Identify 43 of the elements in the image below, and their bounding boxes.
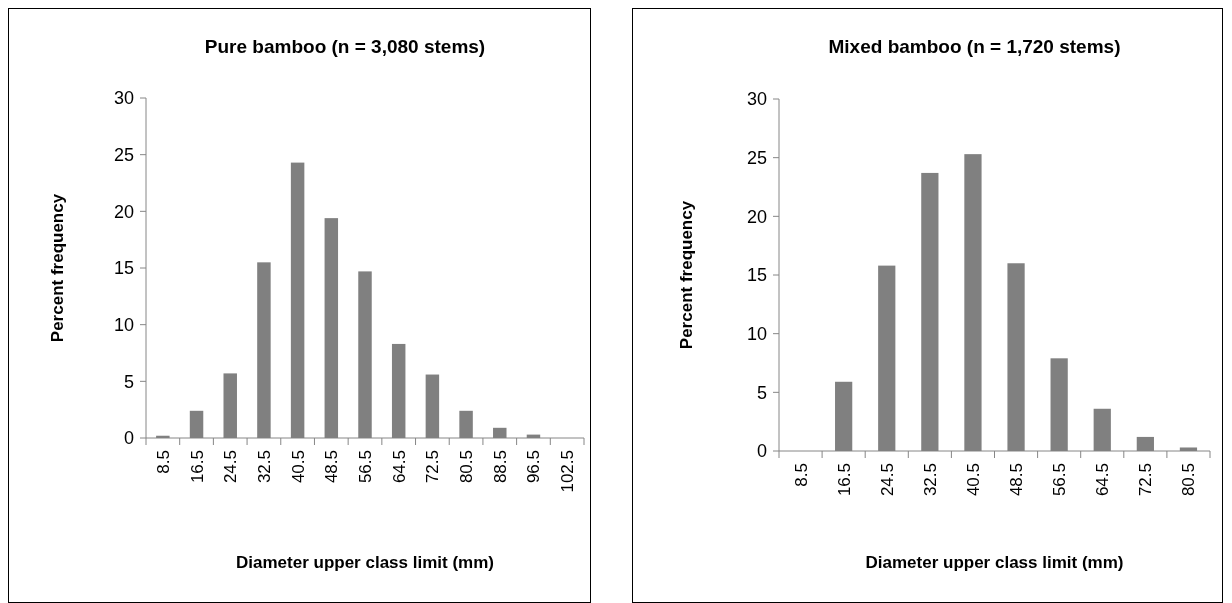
y-tick-label: 15: [746, 265, 767, 286]
x-tick-label: 64.5: [389, 450, 409, 484]
x-tick-label: 16.5: [834, 463, 854, 497]
x-tick-label: 8.5: [153, 450, 173, 474]
chart-title: Pure bamboo (n = 3,080 stems): [204, 36, 486, 57]
x-tick-label: 72.5: [1136, 463, 1156, 497]
x-tick-label: 80.5: [457, 450, 477, 484]
x-tick-label: 102.5: [558, 450, 578, 493]
x-tick-label: 40.5: [288, 450, 308, 484]
x-tick-label: 24.5: [877, 463, 897, 497]
y-tick-label: 20: [113, 201, 134, 222]
y-tick-label: 30: [746, 89, 767, 110]
x-tick-label: 64.5: [1093, 463, 1113, 497]
x-tick-label: 40.5: [963, 463, 983, 497]
x-tick-label: 32.5: [254, 450, 274, 484]
x-axis-title: Diameter upper class limit (mm): [236, 553, 494, 572]
x-tick-label: 8.5: [791, 463, 811, 487]
y-tick-label: 15: [113, 258, 134, 279]
x-tick-label: 48.5: [1007, 463, 1027, 497]
y-tick-label: 5: [123, 371, 134, 392]
y-tick-label: 25: [113, 144, 134, 165]
x-tick-label: 56.5: [356, 450, 375, 484]
x-tick-label: 24.5: [221, 450, 241, 484]
y-tick-label: 0: [756, 441, 767, 462]
y-axis-title: Percent frequency: [677, 200, 696, 350]
y-tick-label: 0: [123, 428, 134, 449]
x-tick-label: 56.5: [1050, 463, 1070, 497]
x-tick-label: 48.5: [322, 450, 342, 484]
x-axis-title: Diameter upper class limit (mm): [865, 553, 1124, 572]
x-tick-label: 88.5: [490, 450, 510, 484]
x-tick-label: 96.5: [524, 450, 544, 484]
y-axis-title: Percent frequency: [48, 193, 67, 343]
x-tick-label: 80.5: [1179, 463, 1199, 497]
y-tick-label: 10: [746, 323, 767, 344]
y-tick-label: 25: [746, 147, 767, 168]
y-tick-label: 20: [746, 206, 767, 227]
x-tick-label: 16.5: [187, 450, 207, 484]
y-tick-label: 5: [756, 382, 767, 403]
y-tick-label: 10: [113, 314, 134, 335]
y-tick-label: 30: [113, 88, 134, 109]
x-tick-label: 32.5: [920, 463, 940, 497]
chart-title: Mixed bamboo (n = 1,720 stems): [828, 36, 1121, 57]
x-tick-label: 72.5: [423, 450, 443, 484]
